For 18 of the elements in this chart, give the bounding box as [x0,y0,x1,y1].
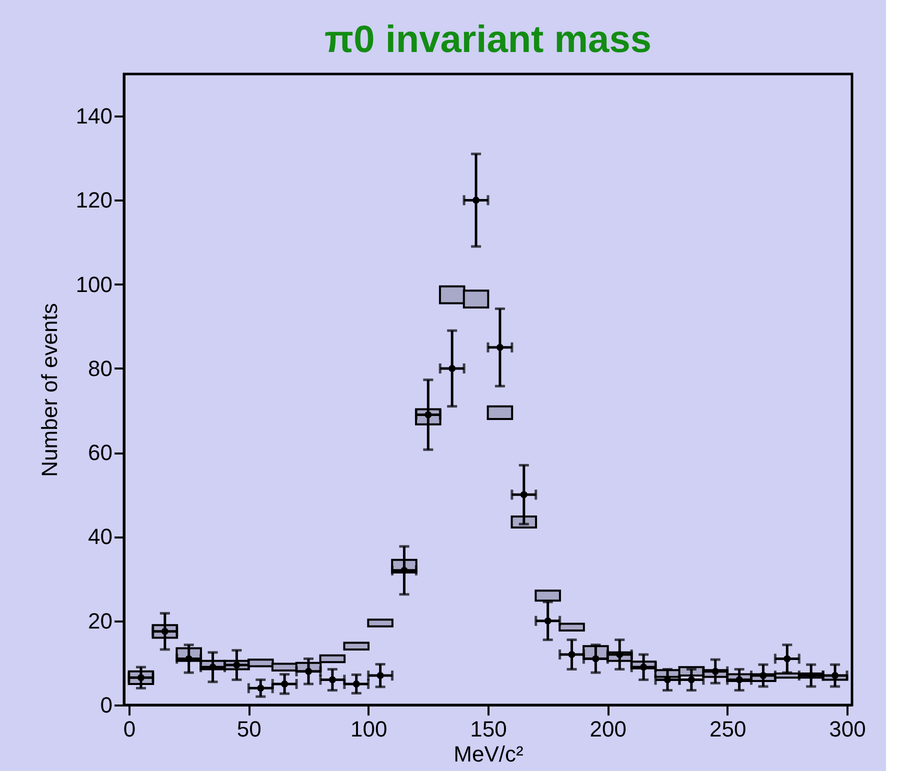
x-tick-label: 0 [123,716,136,742]
x-tick-label: 300 [829,716,866,742]
y-axis-title: Number of events [36,303,62,477]
y-tick-label: 0 [100,692,112,718]
y-tick-label: 140 [76,104,112,129]
y-tick-label: 80 [88,356,112,381]
x-tick-label: 100 [350,716,388,742]
x-tick-label: 250 [709,716,746,742]
y-tick-label: 20 [88,608,112,634]
y-tick-label: 40 [88,524,112,550]
x-tick-label: 150 [470,716,507,742]
x-tick-label: 50 [236,716,262,742]
y-tick-label: 100 [76,272,112,297]
x-axis-title: MeV/c² [454,742,524,766]
y-tick-label: 60 [88,440,112,466]
x-tick-label: 200 [590,716,627,742]
chart-title: π0 invariant mass [324,19,652,61]
y-tick-label: 120 [76,188,112,213]
